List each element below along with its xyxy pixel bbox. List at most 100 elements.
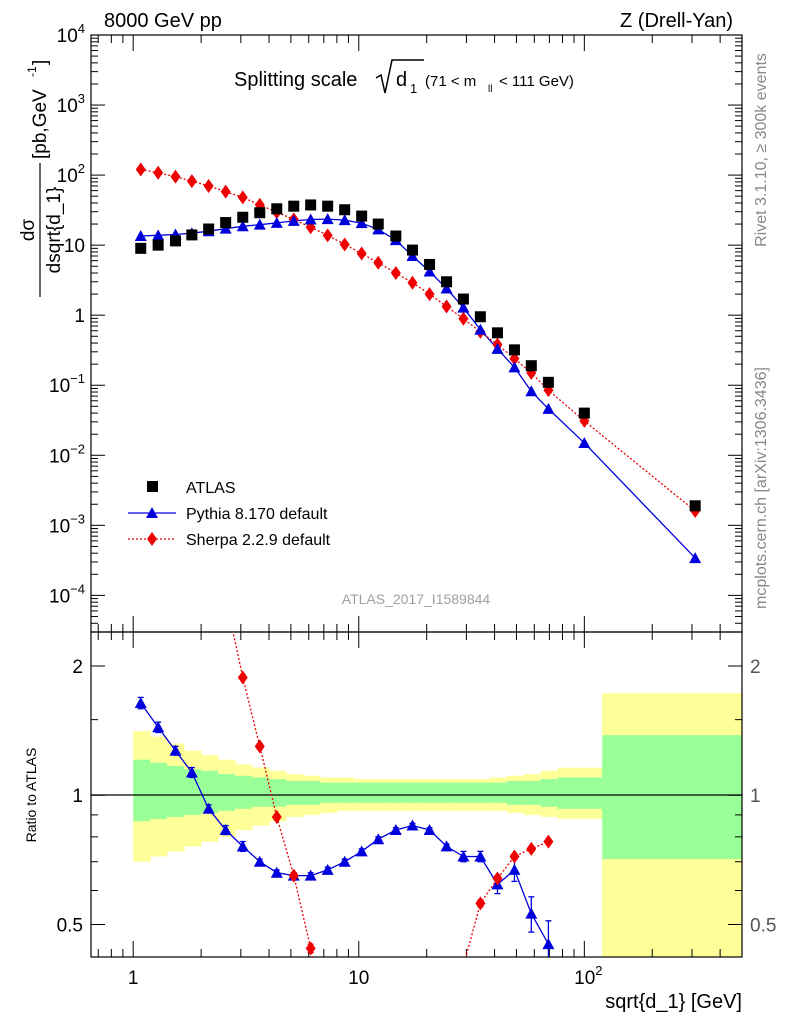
pythia-point bbox=[338, 214, 351, 226]
pythia-point bbox=[236, 220, 249, 232]
atlas-point bbox=[372, 218, 384, 230]
band-inner-bin bbox=[404, 782, 423, 803]
pythia-point bbox=[134, 230, 147, 242]
sherpa-point bbox=[407, 275, 418, 290]
pythia-ratio-point bbox=[253, 855, 266, 867]
pythia-ratio-point bbox=[304, 869, 317, 881]
band-inner-bin bbox=[353, 782, 372, 803]
plot-title: Splitting scale d 1 (71 < m ll < 111 GeV… bbox=[234, 59, 574, 96]
sherpa-point bbox=[220, 184, 231, 199]
x-tick-label: 102 bbox=[574, 963, 602, 989]
pythia-ratio-point bbox=[372, 833, 385, 845]
band-inner-bin bbox=[421, 782, 440, 803]
band-inner-bin bbox=[269, 779, 287, 807]
mcplots-label: mcplots.cern.ch [arXiv:1306.3436] bbox=[753, 367, 770, 609]
y-tick-label: 10 bbox=[64, 236, 85, 257]
header-left: 8000 GeV pp bbox=[104, 10, 222, 32]
pythia-point bbox=[423, 265, 436, 277]
atlas-point bbox=[254, 207, 266, 219]
pythia-point bbox=[219, 222, 232, 234]
ratio-uncertainty-band bbox=[133, 693, 742, 957]
ylabel-units: [pb,GeV bbox=[30, 89, 51, 159]
y-tick-label: 10−1 bbox=[49, 371, 85, 397]
sherpa-ratio-extension bbox=[232, 632, 244, 678]
band-inner-bin bbox=[523, 780, 542, 805]
sherpa-point bbox=[203, 178, 214, 193]
sherpa-ratio-point bbox=[254, 739, 265, 754]
ratio-data-layer bbox=[134, 632, 555, 957]
band-inner-bin bbox=[251, 777, 270, 807]
pythia-ratio-point bbox=[474, 850, 487, 862]
atlas-point bbox=[390, 230, 402, 242]
pythia-ratio-point bbox=[440, 840, 453, 852]
legend-marker-pythia bbox=[146, 507, 158, 518]
legend-label-sherpa: Sherpa 2.2.9 default bbox=[186, 532, 331, 549]
sherpa-ratio-point bbox=[237, 670, 248, 685]
pythia-point bbox=[355, 217, 368, 229]
band-inner-bin bbox=[319, 782, 338, 803]
atlas-point bbox=[441, 276, 453, 288]
pythia-point bbox=[578, 436, 591, 448]
legend: ATLAS Pythia 8.170 default Sherpa 2.2.9 … bbox=[128, 480, 331, 549]
main-y-axis-label: dσ dsqrt{d_1} [pb,GeV -1 ] bbox=[18, 60, 65, 297]
title-main: Splitting scale bbox=[234, 69, 357, 91]
sherpa-point bbox=[237, 190, 248, 205]
pythia-ratio-point bbox=[185, 766, 198, 778]
pythia-ratio-point bbox=[355, 845, 368, 857]
atlas-point bbox=[203, 223, 215, 235]
y-tick-label: 10−2 bbox=[49, 441, 85, 467]
pythia-point bbox=[542, 402, 555, 414]
sherpa-point bbox=[186, 174, 197, 189]
sherpa-ratio-point bbox=[543, 834, 554, 849]
sherpa-point bbox=[458, 311, 469, 326]
pythia-point bbox=[321, 213, 334, 225]
pythia-point bbox=[491, 342, 504, 354]
title-cut-lo: (71 < m bbox=[425, 73, 476, 90]
ratio-y-axis-label: Ratio to ATLAS bbox=[23, 748, 39, 843]
atlas-point bbox=[508, 344, 520, 356]
band-inner-bin bbox=[438, 782, 457, 803]
pythia-point bbox=[525, 385, 538, 397]
ratio-y-tick-label: 1 bbox=[72, 786, 83, 807]
atlas-point bbox=[542, 376, 554, 388]
pythia-ratio-point bbox=[270, 866, 283, 878]
ratio-y-tick-label: 2 bbox=[72, 657, 83, 678]
sherpa-ratio-point bbox=[475, 896, 486, 911]
pythia-point bbox=[474, 323, 487, 335]
atlas-point bbox=[169, 235, 181, 247]
band-inner-bin bbox=[472, 782, 491, 803]
atlas-point bbox=[578, 407, 590, 419]
rivet-label: Rivet 3.1.10, ≥ 300k events bbox=[753, 53, 770, 247]
title-cut-hi: < 111 GeV) bbox=[499, 73, 574, 90]
y-tick-label: 102 bbox=[57, 161, 85, 187]
sherpa-point bbox=[135, 162, 146, 177]
pythia-ratio-point bbox=[169, 744, 182, 756]
atlas-point bbox=[322, 200, 334, 212]
title-cut-sub: ll bbox=[488, 84, 492, 95]
atlas-point bbox=[474, 311, 486, 323]
pythia-point bbox=[152, 229, 165, 241]
band-inner-bin bbox=[286, 780, 304, 805]
ratio-y-tick-label: 0.5 bbox=[57, 915, 83, 936]
sherpa-ratio-point bbox=[305, 941, 316, 956]
band-inner-bin bbox=[540, 779, 559, 807]
band-inner-bin bbox=[218, 774, 236, 811]
analysis-watermark: ATLAS_2017_I1589844 bbox=[342, 591, 491, 607]
pythia-ratio-point bbox=[134, 697, 147, 709]
legend-item-atlas: ATLAS bbox=[147, 480, 236, 497]
sherpa-point bbox=[373, 255, 384, 270]
ratio-y-tick-label-right: 2 bbox=[750, 657, 761, 678]
x-tick-label: 10 bbox=[348, 968, 369, 989]
band-inner-bin bbox=[150, 762, 168, 820]
pythia-ratio-point bbox=[389, 823, 402, 835]
pythia-ratio-point bbox=[457, 850, 470, 862]
band-inner-bin bbox=[184, 769, 202, 815]
header-right: Z (Drell-Yan) bbox=[620, 10, 733, 32]
band-inner-bin bbox=[506, 780, 525, 805]
pythia-ratio-point bbox=[152, 721, 165, 733]
sherpa-ratio-line bbox=[242, 677, 312, 949]
atlas-point bbox=[135, 242, 147, 254]
atlas-point bbox=[305, 199, 317, 211]
band-inner-bin bbox=[303, 780, 321, 805]
